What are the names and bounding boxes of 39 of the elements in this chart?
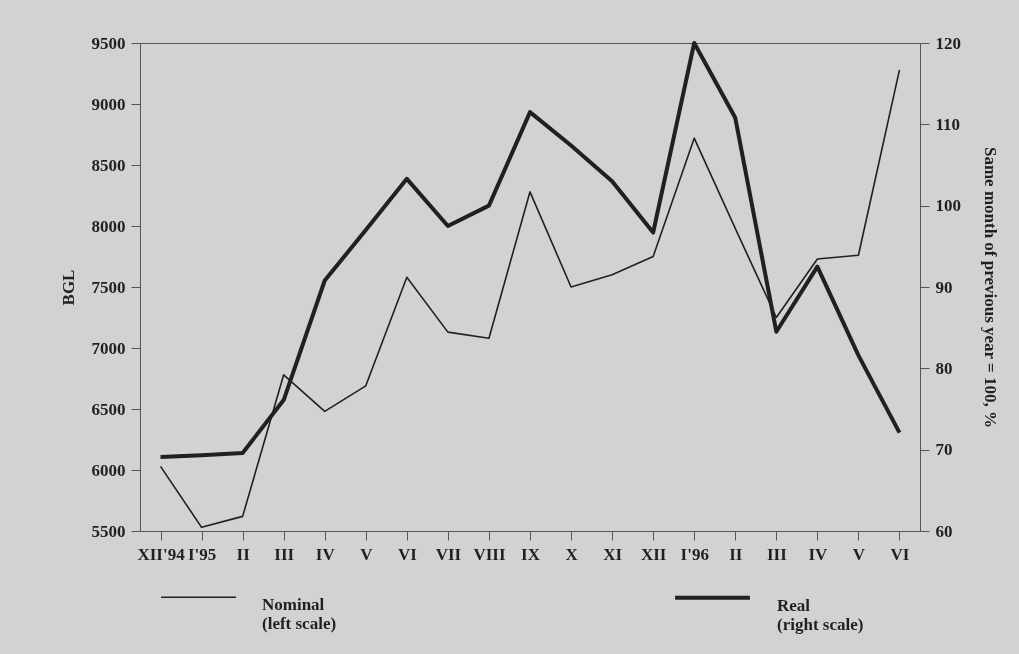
y-tick-label: 6000 [91, 460, 126, 480]
x-tick-label: X [565, 544, 579, 564]
y-tick-label: 8000 [91, 216, 126, 236]
x-tick-label: XI [603, 544, 623, 564]
x-tick-label: I'95 [187, 544, 217, 564]
y2-tick-label: 70 [935, 440, 953, 460]
x-tick-label: III [274, 544, 295, 564]
y-tick-label: 9500 [91, 33, 126, 53]
x-tick-label: VI [397, 544, 418, 564]
x-tick-label: VI [890, 544, 910, 564]
x-tick-label: VII [435, 544, 462, 564]
x-tick-label: I'96 [680, 544, 709, 564]
y2-tick-label: 60 [935, 521, 953, 541]
x-tick-label: XII'94 [137, 544, 186, 564]
y2-axis-title: Same month of previous year = 100, % [981, 146, 1000, 429]
x-tick-label: XII [640, 544, 667, 564]
y2-tick-label: 90 [935, 277, 953, 297]
y-tick-label: 7000 [91, 338, 126, 358]
y-tick-label: 7500 [91, 277, 126, 297]
x-tick-label: II [236, 544, 251, 564]
y-axis-title: BGL [58, 269, 78, 306]
x-tick-label: V [852, 544, 866, 564]
x-tick-label: IV [808, 544, 829, 564]
x-tick-label: IV [315, 544, 336, 564]
y2-tick-label: 110 [935, 114, 961, 134]
y-tick-label: 9000 [91, 94, 126, 114]
y-tick-label: 8500 [91, 155, 126, 175]
x-tick-label: III [766, 544, 788, 564]
y-tick-label: 5500 [91, 521, 126, 541]
y2-tick-label: 120 [935, 33, 961, 53]
x-tick-label: IX [521, 544, 541, 564]
x-tick-label: V [360, 544, 374, 564]
y2-tick-label: 80 [935, 358, 953, 378]
x-tick-label: II [729, 544, 743, 564]
x-tick-label: VIII [473, 544, 506, 564]
legend-label: Real (right scale) [777, 595, 864, 634]
y-tick-label: 6500 [91, 399, 126, 419]
legend-label: Nominal (left scale) [262, 595, 337, 634]
y2-tick-label: 100 [935, 196, 961, 216]
